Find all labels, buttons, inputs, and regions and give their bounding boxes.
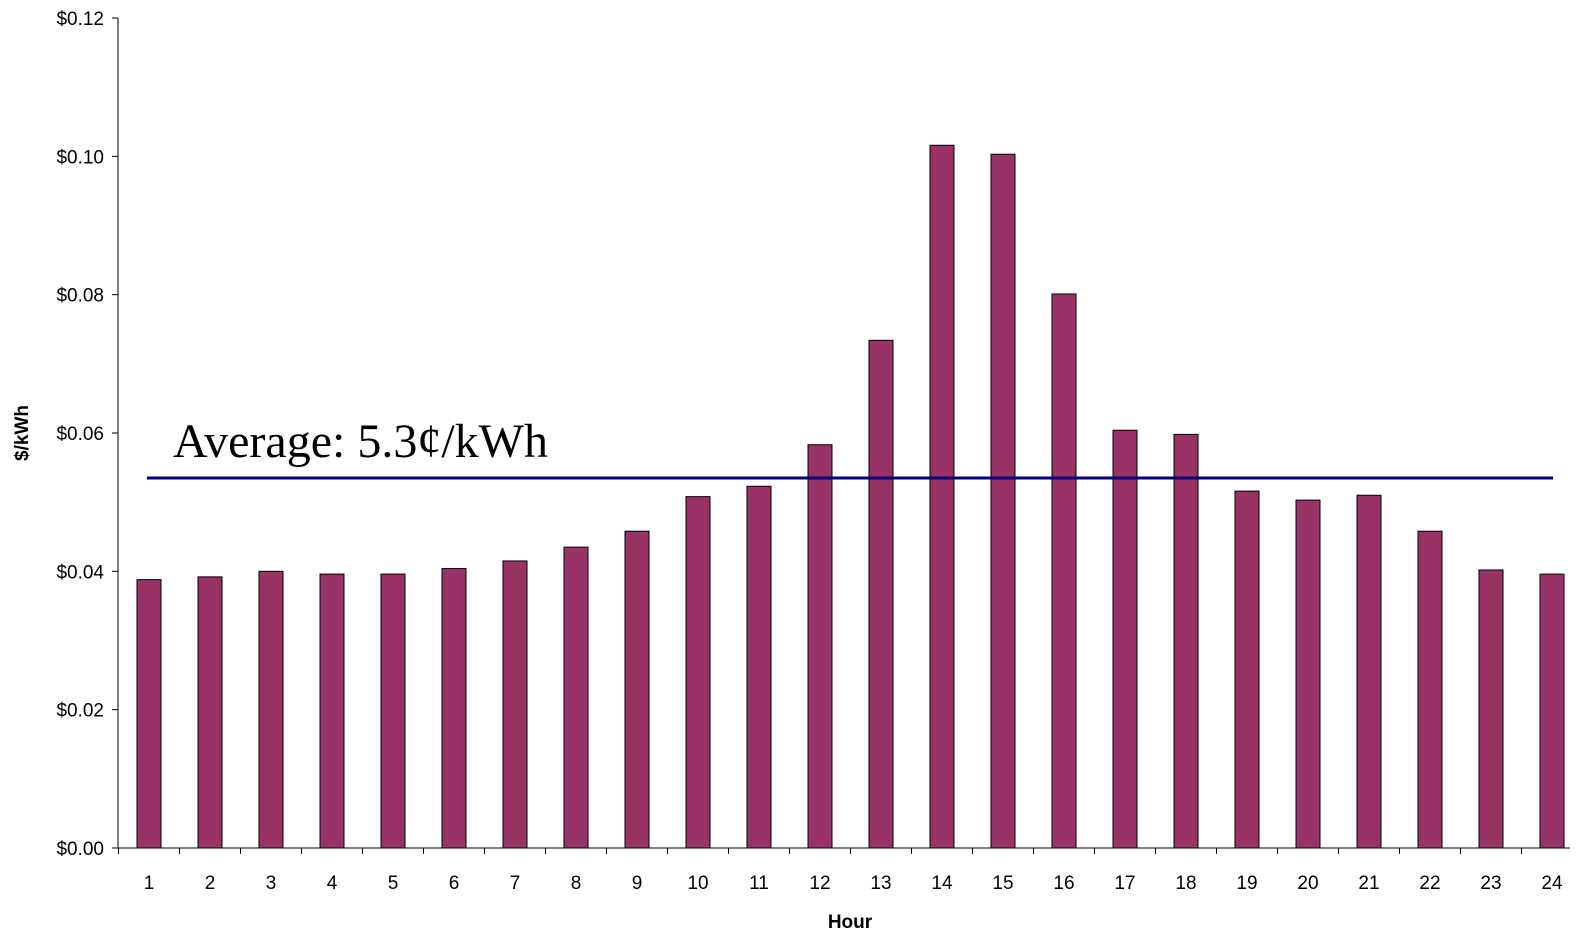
y-tick-label: $0.04 [56, 562, 104, 583]
x-tick-label: 22 [1419, 873, 1440, 894]
bar [1356, 494, 1382, 849]
bar [502, 560, 528, 849]
bar [1417, 530, 1443, 849]
bar [136, 579, 162, 849]
x-tick-label: 14 [931, 873, 953, 894]
x-tick-label: 13 [870, 873, 891, 894]
bar [1539, 573, 1565, 849]
bar [319, 573, 345, 849]
y-tick-label: $0.12 [56, 9, 104, 30]
y-tick-label: $0.02 [56, 701, 104, 722]
x-tick-label: 18 [1175, 873, 1196, 894]
bar [258, 570, 284, 849]
y-axis-title: $/kWh [12, 405, 33, 461]
y-tick-label: $0.10 [56, 147, 104, 168]
x-tick-label: 6 [449, 873, 460, 894]
bar [1478, 569, 1504, 849]
x-tick-label: 17 [1114, 873, 1135, 894]
x-tick-label: 19 [1236, 873, 1257, 894]
x-tick-label: 2 [205, 873, 216, 894]
x-tick-label: 16 [1053, 873, 1074, 894]
x-tick-label: 5 [388, 873, 399, 894]
bar [563, 546, 589, 849]
x-axis-ticks: 1 2 3 4 5 6 7 8 9 10 11 12 13 14 15 16 17 18 19 20 21 22 23 24 [118, 848, 1563, 894]
x-tick-label: 15 [992, 873, 1013, 894]
x-tick-label: 23 [1480, 873, 1501, 894]
x-tick-label: 7 [510, 873, 521, 894]
y-tick-label: $0.00 [56, 839, 104, 860]
bar [685, 496, 711, 849]
x-tick-label: 1 [144, 873, 155, 894]
x-tick-label: 21 [1358, 873, 1379, 894]
bar [1051, 293, 1077, 849]
bar [807, 444, 833, 849]
bar [1295, 499, 1321, 849]
y-tick-label: $0.08 [56, 286, 104, 307]
x-tick-label: 8 [571, 873, 582, 894]
bar [624, 530, 650, 849]
bar [197, 576, 223, 849]
y-tick-label: $0.06 [56, 424, 104, 445]
bar [868, 339, 894, 849]
bar [380, 573, 406, 849]
bar [746, 485, 772, 849]
bar [990, 153, 1016, 849]
x-tick-label: 10 [687, 873, 708, 894]
x-axis-title: Hour [828, 912, 873, 933]
x-tick-label: 3 [266, 873, 277, 894]
x-tick-label: 4 [327, 873, 338, 894]
x-tick-label: 12 [809, 873, 830, 894]
bar [1234, 490, 1260, 849]
bar [1112, 429, 1138, 849]
bar [441, 568, 467, 849]
bar [1173, 433, 1199, 849]
x-tick-label: 20 [1297, 873, 1318, 894]
x-tick-label: 11 [749, 873, 769, 894]
y-axis-ticks: $0.00 $0.02 $0.04 $0.06 $0.08 $0.10 $0.12 [56, 9, 118, 860]
x-tick-label: 24 [1541, 873, 1563, 894]
bar-series [136, 144, 1565, 849]
bar [929, 144, 955, 849]
average-annotation: Average: 5.3¢/kWh [173, 415, 548, 468]
x-tick-label: 9 [632, 873, 643, 894]
